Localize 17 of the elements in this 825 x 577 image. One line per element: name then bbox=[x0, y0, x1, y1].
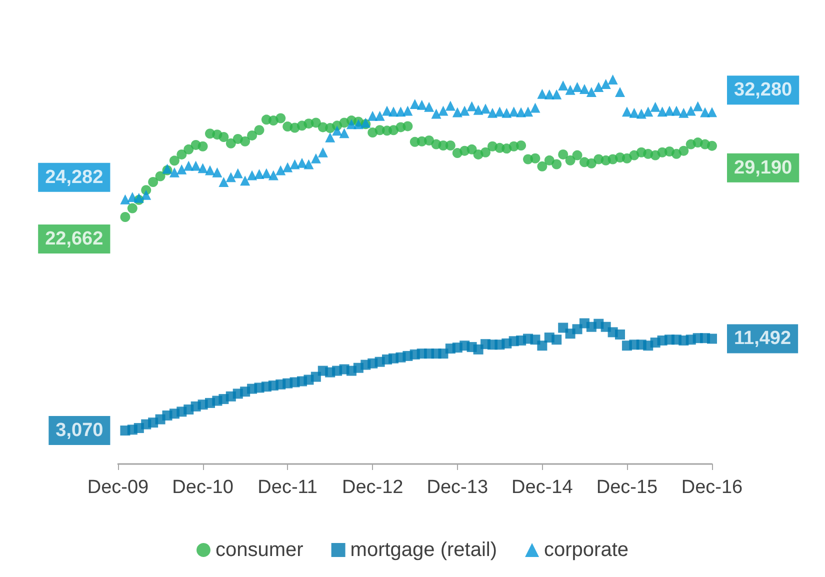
data-label: 11,492 bbox=[734, 328, 792, 350]
legend-label: consumer bbox=[215, 539, 304, 561]
x-tick-label: Dec-15 bbox=[596, 477, 658, 498]
legend-label: mortgage (retail) bbox=[350, 539, 498, 561]
data-label: 24,282 bbox=[45, 166, 104, 188]
x-tick-label: Dec-09 bbox=[87, 477, 149, 498]
x-tick-label: Dec-16 bbox=[681, 477, 743, 498]
data-label: 22,662 bbox=[45, 228, 104, 250]
data-label: 32,280 bbox=[734, 80, 792, 101]
x-tick-label: Dec-10 bbox=[172, 477, 234, 498]
data-label: 3,070 bbox=[56, 420, 104, 442]
x-tick-label: Dec-14 bbox=[512, 477, 574, 498]
legend-label: corporate bbox=[544, 539, 629, 561]
data-label: 29,190 bbox=[734, 157, 792, 178]
x-tick-label: Dec-11 bbox=[258, 477, 318, 498]
x-tick-label: Dec-13 bbox=[426, 477, 488, 498]
x-tick-label: Dec-12 bbox=[342, 477, 404, 498]
